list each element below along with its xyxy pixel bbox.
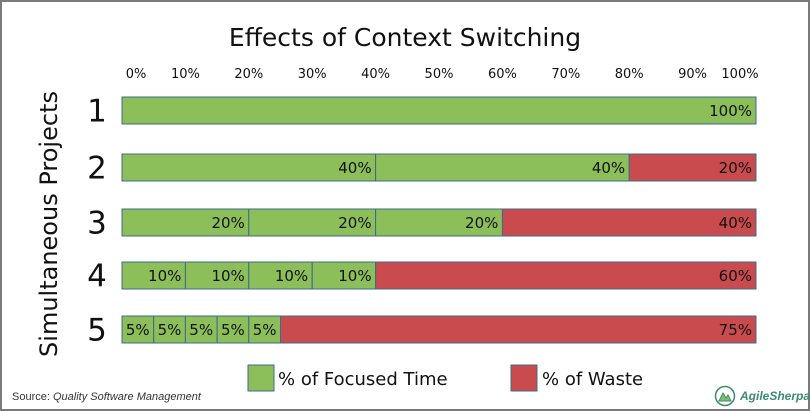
- legend-label: % of Focused Time: [278, 369, 448, 390]
- y-tick-label: 1: [87, 94, 107, 130]
- chart-title: Effects of Context Switching: [229, 23, 581, 52]
- brand-logo: AgileSherpas: [714, 385, 810, 407]
- segment-value-label: 5%: [158, 321, 182, 339]
- x-tick-label: 0%: [126, 67, 147, 82]
- source-title: Quality Software Management: [52, 391, 201, 403]
- segment-value-label: 75%: [719, 321, 752, 339]
- focused-time-segment: [375, 208, 503, 237]
- segment-value-label: 10%: [211, 267, 244, 285]
- focused-time-segment: [121, 315, 155, 344]
- segment-value-label: 20%: [719, 159, 752, 177]
- focused-time-segment: [248, 261, 313, 290]
- focused-time-segment: [375, 153, 630, 182]
- segment-value-label: 20%: [338, 214, 371, 232]
- x-tick-label: 50%: [425, 67, 454, 82]
- legend-swatch: [510, 364, 538, 392]
- y-tick-label: 2: [87, 151, 107, 187]
- focused-time-segment: [248, 315, 282, 344]
- y-tick-label: 5: [87, 313, 107, 349]
- segment-value-label: 40%: [719, 214, 752, 232]
- x-tick-label: 40%: [361, 67, 390, 82]
- legend-label: % of Waste: [542, 369, 643, 390]
- focused-time-segment: [121, 96, 757, 125]
- segment-value-label: 10%: [338, 267, 371, 285]
- segment-value-label: 20%: [465, 214, 498, 232]
- x-tick-label: 80%: [615, 67, 644, 82]
- x-tick-label: 70%: [551, 67, 580, 82]
- x-tick-label: 10%: [171, 67, 200, 82]
- segment-value-label: 100%: [709, 102, 752, 120]
- segment-value-label: 5%: [221, 321, 245, 339]
- focused-time-segment: [121, 261, 186, 290]
- x-tick-label: 30%: [298, 67, 327, 82]
- waste-segment: [501, 208, 757, 237]
- y-tick-label: 4: [87, 259, 107, 295]
- segment-value-label: 5%: [189, 321, 213, 339]
- segment-value-label: 10%: [148, 267, 181, 285]
- segment-value-label: 40%: [338, 159, 371, 177]
- waste-segment: [375, 261, 757, 290]
- source-prefix: Source:: [12, 391, 53, 403]
- focused-time-segment: [121, 153, 377, 182]
- focused-time-segment: [184, 315, 218, 344]
- focused-time-segment: [248, 208, 377, 237]
- focused-time-segment: [184, 261, 250, 290]
- segment-value-label: 60%: [719, 267, 752, 285]
- segment-value-label: 40%: [592, 159, 625, 177]
- source-note: Source: Quality Software Management: [12, 391, 201, 403]
- x-tick-label: 20%: [234, 67, 263, 82]
- segment-value-label: 5%: [253, 321, 277, 339]
- x-tick-label: 100%: [721, 67, 758, 82]
- mountain-leaf-icon: [714, 385, 736, 407]
- y-axis-label: Simultaneous Projects: [35, 91, 63, 357]
- y-tick-label: 3: [87, 206, 107, 242]
- waste-segment: [628, 153, 757, 182]
- x-tick-label: 60%: [488, 67, 517, 82]
- segment-value-label: 10%: [275, 267, 308, 285]
- segment-value-label: 5%: [126, 321, 150, 339]
- focused-time-segment: [153, 315, 186, 344]
- waste-segment: [280, 315, 757, 344]
- x-tick-label: 90%: [678, 67, 707, 82]
- legend-swatch: [247, 364, 275, 392]
- brand-name: AgileSherpas: [740, 389, 810, 403]
- segment-value-label: 20%: [211, 214, 244, 232]
